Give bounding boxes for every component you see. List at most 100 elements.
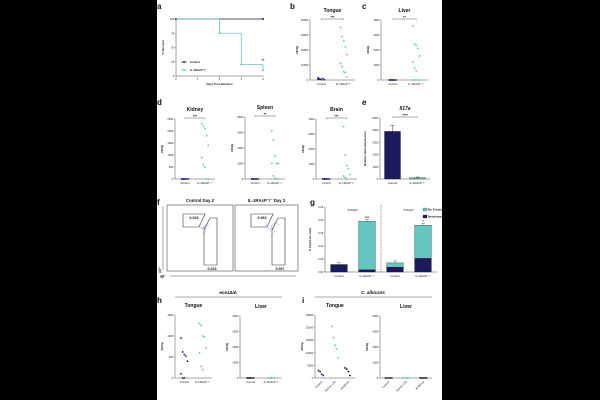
y-tick-label: 1000	[372, 361, 378, 365]
flow-event-dot	[270, 236, 272, 237]
flow-plot-frame	[166, 204, 234, 272]
x-category-label: IL-1RAcP⁻/⁻	[195, 380, 211, 384]
error-bar	[393, 260, 397, 263]
data-point	[198, 322, 201, 325]
data-point	[200, 156, 203, 159]
y-tick-label: 0.10	[318, 244, 324, 248]
data-point	[416, 79, 419, 81]
data-point	[184, 355, 187, 358]
flow-event-dot	[272, 227, 274, 229]
y-tick-label: 1000	[308, 162, 314, 166]
flow-event-dot	[270, 228, 272, 230]
significance-bracket	[326, 117, 347, 119]
lower-gate	[271, 217, 286, 266]
x-category-label: IL-1RAcP⁻/⁻	[267, 181, 283, 185]
y-tick-label: 3000	[308, 132, 314, 136]
flow-event-dot	[205, 228, 206, 230]
data-point	[344, 367, 347, 369]
survival-point	[240, 63, 243, 66]
x-category-label: IL-1RAcP⁻/⁻	[410, 181, 426, 185]
data-point	[200, 324, 203, 327]
y-tick-label: 20000	[306, 326, 314, 330]
data-point	[254, 178, 256, 180]
data-point	[345, 178, 348, 180]
y-tick-label: 4000	[232, 314, 238, 318]
data-point	[317, 76, 319, 79]
survival-point	[218, 32, 221, 35]
x-category-label: Control	[388, 181, 397, 185]
y-tick-label: 4000	[237, 146, 243, 150]
data-point	[424, 377, 426, 379]
data-point	[415, 70, 418, 72]
data-point	[321, 77, 324, 80]
data-point	[344, 154, 347, 156]
significance-label: ***	[365, 216, 370, 220]
data-point	[275, 162, 278, 165]
y-tick-label: 2000	[232, 345, 238, 349]
y-tick-label: 2000	[372, 153, 378, 157]
panel-letter: g	[310, 198, 315, 207]
data-point	[181, 351, 184, 353]
flow-event-dot	[203, 225, 205, 227]
data-point	[270, 162, 273, 165]
data-point	[267, 377, 270, 379]
y-axis-label: CFU/g	[225, 343, 229, 352]
legend-swatch	[422, 214, 428, 219]
group-label: TCRαβ⁺	[347, 208, 359, 212]
x-category-label: Control	[180, 181, 189, 185]
data-point	[344, 176, 347, 179]
flow-event-dot	[276, 223, 278, 224]
data-point	[395, 79, 397, 81]
flow-event-dot	[199, 226, 201, 227]
y-axis-label: Relative Gene Expression	[363, 131, 367, 166]
data-point	[201, 335, 204, 337]
y-tick-label: 0	[172, 376, 174, 380]
data-point	[325, 178, 328, 180]
data-point	[401, 377, 404, 379]
data-point	[322, 178, 324, 180]
data-point	[274, 154, 276, 157]
y-axis-label: CFU/g	[301, 145, 305, 154]
data-point	[207, 178, 210, 180]
flow-event-dot	[269, 229, 271, 230]
data-point	[200, 122, 203, 125]
significance-bracket	[254, 115, 276, 117]
y-tick-label: 2500	[167, 117, 173, 121]
y-tick-label: 25000	[306, 313, 314, 317]
data-point	[320, 373, 323, 376]
error-bar	[390, 125, 395, 132]
panel-letter: b	[290, 2, 295, 11]
data-point	[203, 335, 206, 338]
x-category-label: IL-1RAcP⁻/⁻	[197, 181, 213, 185]
y-tick-label: 0	[172, 177, 174, 181]
x-category-label: Control	[180, 380, 189, 384]
y-tick-label: 1500	[167, 313, 173, 317]
group-label: TCRγδ⁺	[404, 208, 415, 212]
data-point	[205, 178, 208, 180]
data-point	[272, 139, 275, 142]
y-tick-label: 0	[242, 177, 244, 181]
data-point	[391, 79, 394, 81]
data-point	[341, 65, 344, 68]
data-point	[346, 53, 348, 56]
panel-title: Tongue	[185, 303, 203, 309]
y-tick-label: 2000	[373, 48, 379, 52]
y-axis-label: % Total Live Cells	[308, 227, 312, 251]
x-tick-label: 4	[262, 77, 264, 81]
data-point	[342, 175, 345, 177]
panel-title: Liver	[399, 8, 411, 14]
upper-gate-value: 0.023	[190, 216, 199, 220]
flow-event-dot	[200, 227, 201, 229]
y-tick-label: 4000	[372, 128, 378, 132]
legend-marker	[183, 69, 185, 71]
lower-gate-value: 0.023	[208, 267, 217, 271]
flow-event-dot	[204, 225, 206, 226]
panel-letter: a	[157, 2, 162, 11]
x-category-label: Control	[381, 380, 390, 389]
data-point	[349, 374, 351, 377]
data-point	[198, 351, 201, 354]
data-point	[335, 348, 338, 350]
y-tick-label: 0	[307, 78, 309, 82]
bar-neutropenia	[330, 264, 348, 273]
